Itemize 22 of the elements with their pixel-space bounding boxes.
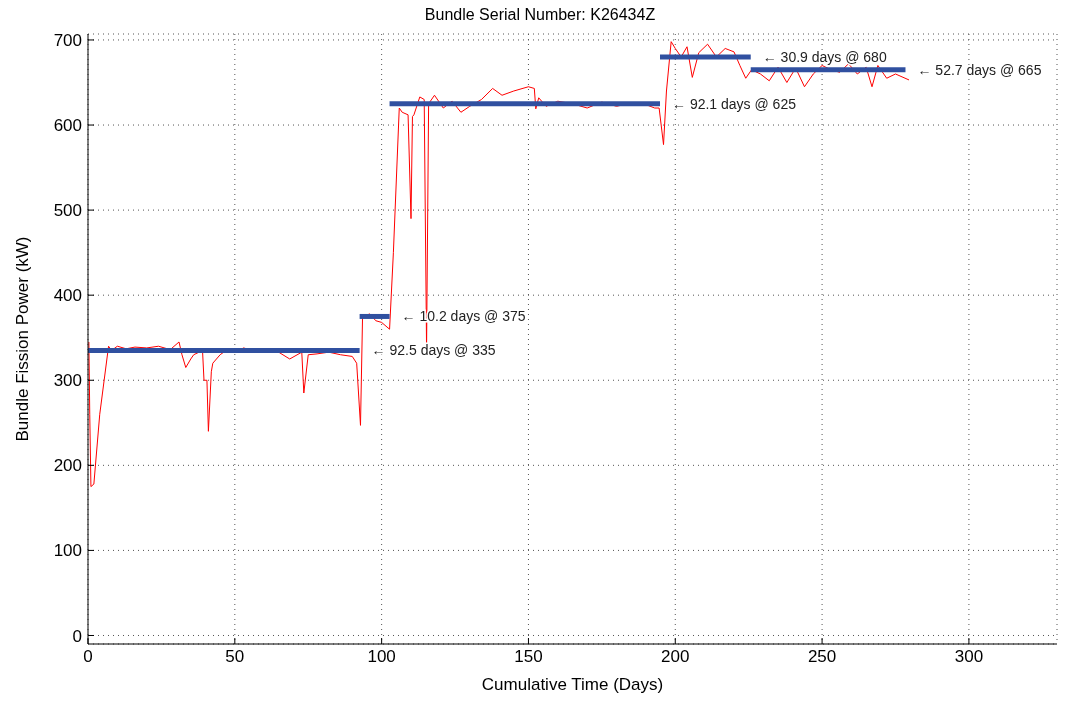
y-axis-title: Bundle Fission Power (kW) bbox=[13, 236, 33, 442]
y-tick-label: 600 bbox=[53, 116, 82, 136]
chart-title: Bundle Serial Number: K26434Z bbox=[423, 6, 657, 25]
line-series bbox=[88, 41, 910, 488]
x-tick-label: 50 bbox=[225, 647, 245, 667]
y-tick-label: 100 bbox=[53, 541, 82, 561]
x-axis-title: Cumulative Time (Days) bbox=[481, 675, 664, 694]
y-tick-label: 500 bbox=[53, 201, 82, 221]
y-tick-label: 400 bbox=[53, 286, 82, 306]
x-tick-label: 150 bbox=[514, 647, 543, 667]
x-tick-label: 200 bbox=[661, 647, 690, 667]
x-tick-label: 250 bbox=[807, 647, 837, 667]
y-tick-label: 0 bbox=[72, 626, 82, 646]
y-tick-label: 700 bbox=[53, 30, 82, 50]
annotation: ← 92.5 days @ 335 bbox=[371, 342, 496, 359]
y-tick-label: 300 bbox=[53, 371, 82, 391]
x-tick-label: 300 bbox=[954, 647, 984, 667]
annotation: ← 92.1 days @ 625 bbox=[672, 95, 797, 112]
y-tick-label: 200 bbox=[53, 456, 82, 476]
x-tick-label: 100 bbox=[367, 647, 396, 667]
annotation: ← 52.7 days @ 665 bbox=[917, 61, 1042, 78]
annotation: ← 30.9 days @ 680 bbox=[762, 48, 887, 65]
